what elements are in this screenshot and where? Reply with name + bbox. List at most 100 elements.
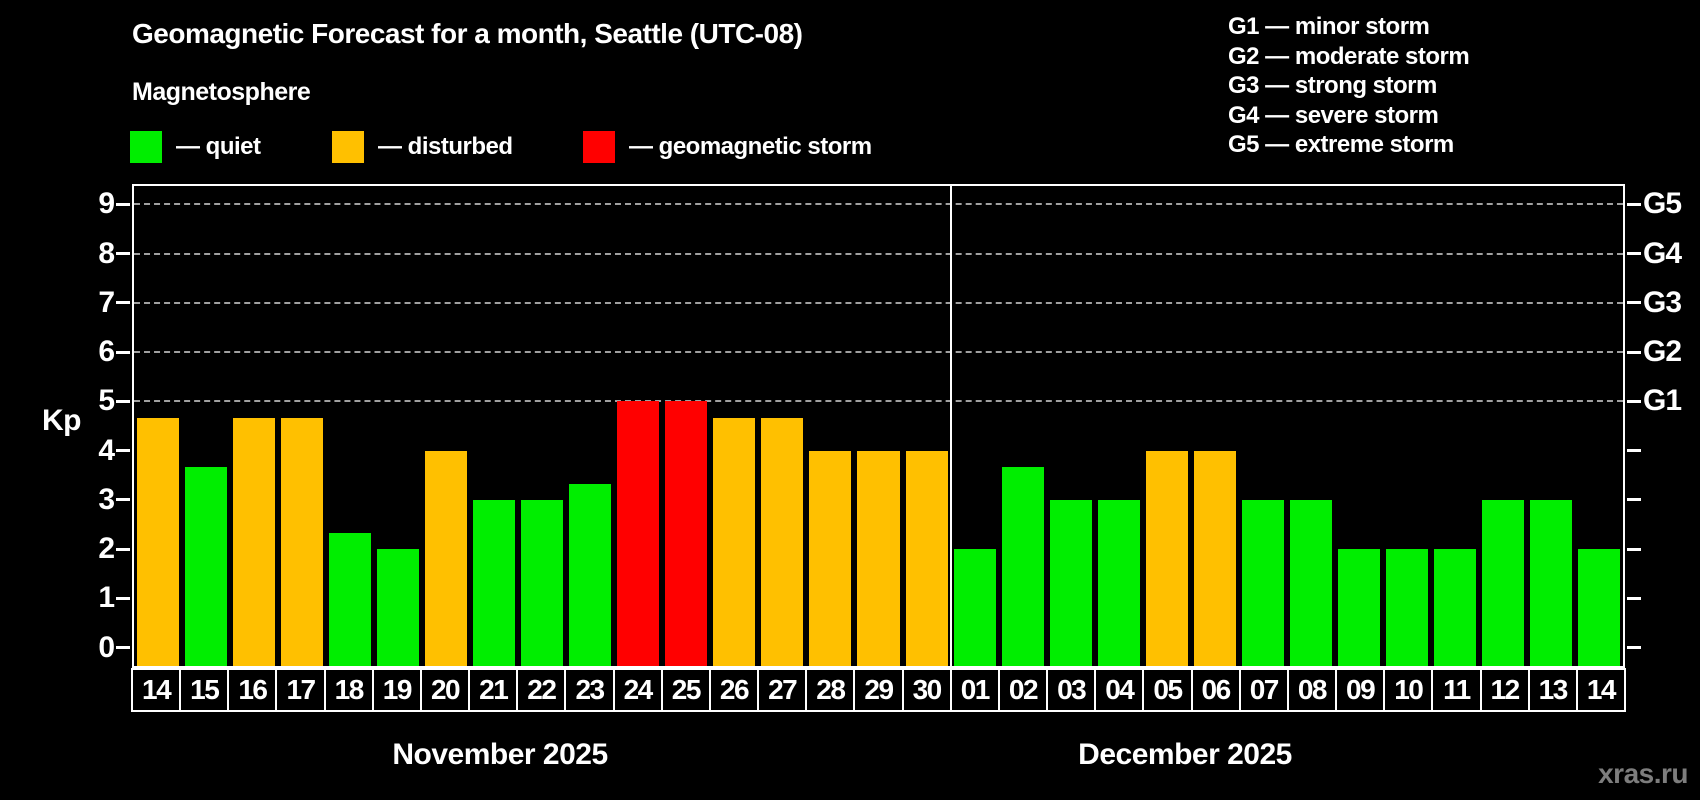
day-label-04-m2: 04	[1094, 668, 1145, 712]
left-tick-kp-9	[116, 202, 130, 206]
disturbed-color-swatch	[332, 131, 364, 163]
kp-bar-day-29-m1	[857, 450, 900, 666]
y-axis-label-2: 2	[98, 532, 115, 566]
legend-label-disturbed: — disturbed	[378, 133, 513, 160]
day-label-27-m1: 27	[757, 668, 808, 712]
day-label-20-m1: 20	[419, 668, 471, 712]
kp-bar-day-04-m2	[1097, 499, 1140, 666]
month-label-november: November 2025	[392, 738, 608, 771]
kp-bar-day-28-m1	[809, 450, 852, 666]
day-label-10-m2: 10	[1383, 668, 1434, 712]
g-scale-label-G2: G2	[1643, 335, 1682, 369]
g2-legend-line: G2 — moderate storm	[1228, 42, 1470, 70]
kp-bar-day-15-m1	[185, 466, 228, 666]
kp-bar-day-08-m2	[1289, 499, 1332, 666]
day-label-17-m1: 17	[275, 668, 326, 712]
kp-bar-day-14-m2	[1577, 549, 1620, 666]
g-scale-label-G3: G3	[1643, 285, 1682, 319]
month-label-december: December 2025	[1078, 738, 1292, 771]
gridline-kp-7	[134, 301, 1623, 304]
kp-bar-day-24-m1	[617, 401, 660, 666]
g-scale-label-G1: G1	[1643, 384, 1682, 418]
day-label-05-m2: 05	[1142, 668, 1193, 712]
legend-label-quiet: — quiet	[176, 133, 261, 160]
kp-bar-day-16-m1	[233, 417, 276, 666]
legend-item-quiet: — quiet	[130, 130, 261, 164]
right-tick-kp-8	[1627, 252, 1641, 255]
right-tick-kp-2	[1627, 547, 1641, 551]
day-label-22-m1: 22	[516, 668, 567, 712]
right-tick-kp-6	[1627, 350, 1641, 354]
kp-bar-day-05-m2	[1145, 450, 1188, 666]
day-label-26-m1: 26	[708, 668, 760, 712]
kp-bar-day-18-m1	[329, 532, 372, 666]
day-label-14-m1: 14	[131, 668, 182, 712]
left-tick-kp-0	[116, 646, 130, 650]
g1-legend-line: G1 — minor storm	[1228, 13, 1430, 40]
day-label-23-m1: 23	[564, 668, 615, 712]
day-label-07-m2: 07	[1238, 668, 1289, 712]
y-axis-label-7: 7	[98, 285, 115, 319]
day-label-28-m1: 28	[805, 668, 856, 712]
kp-bar-day-11-m2	[1433, 549, 1476, 666]
y-axis-label-9: 9	[98, 187, 115, 221]
y-axis-label-5: 5	[98, 384, 115, 418]
day-label-30-m1: 30	[901, 668, 952, 712]
xras-watermark: xras.ru	[1598, 758, 1688, 789]
kp-bar-day-17-m1	[281, 417, 324, 666]
plot-area: 0 1 2 3 4 5 6 7 8 9 G1 G2 G3 G4 G5	[98, 184, 1682, 668]
right-tick-kp-7	[1627, 301, 1641, 305]
storm-color-swatch	[583, 131, 615, 163]
y-axis-label-1: 1	[98, 581, 115, 615]
g4-legend-line: G4 — severe storm	[1228, 101, 1439, 129]
day-label-12-m2: 12	[1479, 668, 1530, 712]
left-tick-kp-8	[116, 252, 130, 255]
y-axis-label-0: 0	[98, 630, 115, 664]
day-label-15-m1: 15	[179, 668, 230, 712]
right-tick-kp-4	[1627, 449, 1641, 453]
y-axis-label-3: 3	[98, 482, 115, 516]
left-tick-kp-6	[116, 350, 130, 354]
kp-bar-day-14-m1	[137, 417, 180, 666]
legend-item-disturbed: — disturbed	[332, 130, 513, 164]
left-tick-kp-5	[116, 399, 130, 403]
kp-axis-title: Kp	[42, 404, 82, 437]
day-label-25-m1: 25	[660, 668, 711, 712]
gridline-kp-9	[134, 203, 1623, 206]
day-label-24-m1: 24	[612, 668, 663, 712]
g-scale-label-G4: G4	[1643, 236, 1682, 270]
right-tick-kp-0	[1627, 646, 1641, 650]
kp-bar-day-25-m1	[665, 401, 708, 666]
g5-legend-line: G5 — extreme storm	[1228, 131, 1454, 158]
left-tick-kp-3	[116, 498, 130, 502]
day-label-13-m2: 13	[1527, 668, 1578, 712]
day-label-16-m1: 16	[227, 668, 278, 712]
legend-label-storm: — geomagnetic storm	[629, 133, 872, 160]
day-label-19-m1: 19	[371, 668, 422, 712]
right-tick-kp-5	[1627, 399, 1641, 403]
kp-bar-day-07-m2	[1241, 499, 1284, 666]
day-label-29-m1: 29	[853, 668, 904, 712]
g-scale-legend: G1 — minor storm G2 — moderate storm G3 …	[1228, 12, 1470, 160]
left-tick-kp-7	[116, 301, 130, 305]
day-label-21-m1: 21	[468, 668, 519, 712]
month-separator-line	[949, 186, 952, 666]
right-tick-kp-3	[1627, 498, 1641, 502]
gridline-kp-8	[134, 252, 1623, 255]
kp-bar-day-10-m2	[1385, 549, 1428, 666]
left-tick-kp-1	[116, 596, 130, 600]
day-label-08-m2: 08	[1286, 668, 1338, 712]
day-axis-row: 14 15 16 17 18 19 20 21 22 23 24 25 26 27 28 29 30 01 02 03…	[131, 668, 1626, 712]
kp-bar-day-30-m1	[905, 450, 948, 666]
kp-bar-day-13-m2	[1529, 499, 1572, 666]
kp-bar-day-01-m2	[953, 549, 996, 666]
kp-bar-day-20-m1	[425, 450, 468, 666]
legend-item-storm: — geomagnetic storm	[583, 130, 872, 164]
day-label-09-m2: 09	[1335, 668, 1386, 712]
kp-bar-day-09-m2	[1337, 549, 1380, 666]
kp-bar-day-26-m1	[713, 417, 756, 666]
kp-bar-day-12-m2	[1481, 499, 1524, 666]
day-label-14-m2: 14	[1575, 668, 1626, 712]
quiet-color-swatch	[130, 131, 162, 163]
